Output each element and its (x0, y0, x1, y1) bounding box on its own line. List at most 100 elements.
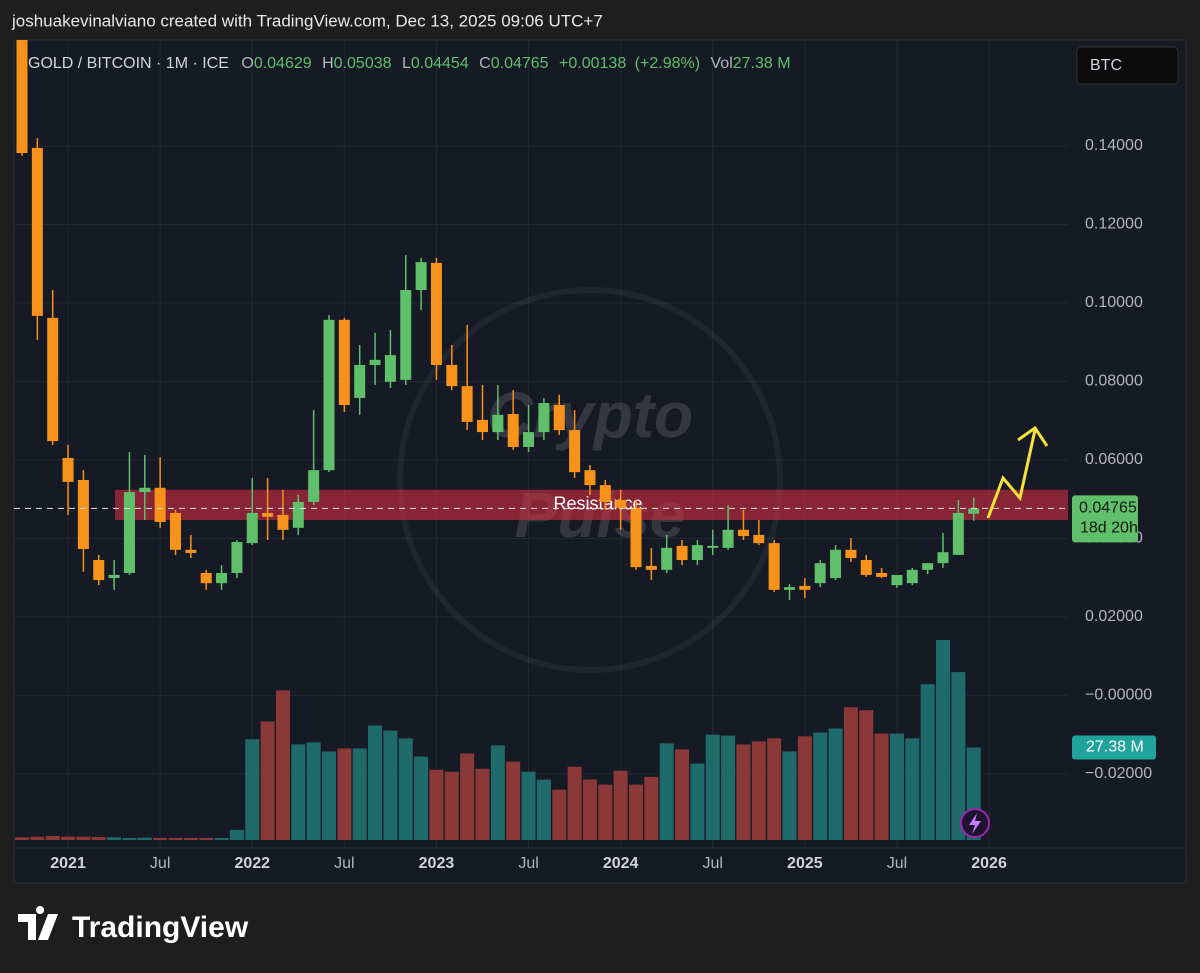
logo-text: TradingView (72, 911, 249, 944)
chart-panel (13, 39, 1187, 884)
volume-bar (767, 738, 782, 840)
currency-button[interactable] (1076, 46, 1179, 85)
volume-bar (30, 836, 45, 840)
ohlc-label: H (322, 55, 334, 72)
open-value: 0.04629 (254, 55, 312, 72)
volume-bar (352, 748, 367, 840)
forecast-arrow-head (1017, 425, 1049, 447)
candle-body (707, 545, 719, 548)
volume-bar (874, 733, 889, 840)
volume-bar (490, 745, 505, 840)
candle-body (599, 485, 611, 502)
candle-body (661, 547, 673, 570)
candle-body (308, 470, 320, 502)
volume-bar (675, 749, 690, 840)
volume-bar (91, 836, 106, 840)
volume-bar (122, 837, 137, 840)
candle-body (691, 545, 703, 561)
candle-body (231, 541, 243, 573)
y-tick-label: −0.00000 (1085, 687, 1152, 704)
candle-body (891, 574, 903, 586)
candle-body (93, 560, 105, 581)
resistance-label: Resistance (553, 494, 642, 514)
volume-bar (521, 771, 536, 840)
volume-bar (598, 784, 613, 840)
candle-body (569, 430, 581, 473)
volume-bar (828, 728, 843, 840)
volume-name: Vol (711, 55, 733, 72)
volume-bar (889, 733, 904, 840)
watermark-ring (397, 287, 783, 673)
volume-bar (582, 779, 597, 840)
candle-body (477, 419, 488, 433)
candle-body (507, 414, 519, 447)
volume-bar (920, 684, 935, 840)
volume-bar (690, 763, 705, 840)
candle-body (31, 147, 43, 316)
candle-body (860, 560, 872, 575)
candle-body (277, 514, 289, 530)
x-tick-label: 2026 (971, 855, 1007, 872)
volume-bar (644, 776, 659, 840)
high-value: 0.05038 (334, 55, 392, 72)
candle-body (492, 414, 504, 433)
volume-bar (797, 736, 812, 840)
volume-bar (506, 761, 521, 840)
candle-body (77, 479, 89, 550)
ohlc-label: L (402, 55, 411, 72)
candle-body (830, 549, 842, 579)
candle-body (523, 432, 535, 447)
candle-body (553, 405, 565, 431)
candle-body (845, 549, 857, 559)
close-value: 0.04765 (491, 55, 549, 72)
lightning-icon (969, 813, 981, 834)
volume-bar (444, 771, 459, 840)
volume-bar (721, 735, 736, 840)
price-tag-countdown: 18d 20h (1080, 520, 1138, 537)
x-tick-label: 2021 (50, 855, 86, 872)
legend-header: GOLD / BITCOIN · 1M · ICE O0.04629 H0.05… (28, 55, 791, 72)
candle-body (876, 572, 888, 577)
candle-body (292, 501, 304, 528)
y-tick-label: 0.10000 (1085, 294, 1143, 311)
volume-bar (76, 836, 91, 840)
volume-tag-value: 27.38 M (1086, 739, 1144, 756)
volume-bar (951, 672, 966, 840)
x-tick-label: 2024 (603, 855, 639, 872)
x-tick-label: 2025 (787, 855, 823, 872)
logo: TradingView (18, 906, 249, 944)
candle-body (615, 499, 627, 508)
change-pct: (+2.98%) (635, 55, 700, 72)
x-tick-label: Jul (150, 855, 170, 872)
volume-bar (475, 768, 490, 840)
candle-body (952, 512, 964, 555)
candle-body (430, 262, 442, 365)
y-tick-label: 0.14000 (1085, 137, 1143, 154)
x-tick-label: 2022 (234, 855, 270, 872)
volume-bar (168, 837, 183, 840)
candle-body (154, 487, 166, 522)
candle-body (262, 512, 274, 517)
volume-value: 27.38 M (733, 55, 791, 72)
volume-bar (275, 690, 290, 840)
ohlc-label: O (241, 55, 253, 72)
y-tick-label: 0.12000 (1085, 216, 1143, 233)
candle-body (123, 492, 135, 573)
x-tick-label: Jul (518, 855, 538, 872)
volume-bar (291, 744, 306, 840)
candle-body (323, 319, 335, 471)
candle-body (185, 549, 197, 553)
x-tick-label: Jul (887, 855, 907, 872)
y-tick-label: 0.08000 (1085, 373, 1143, 390)
candle-body (16, 40, 28, 154)
volume-bar (567, 766, 582, 840)
volume-bar (460, 753, 475, 840)
currency-label[interactable]: BTC (1090, 57, 1122, 74)
volume-bar (137, 837, 152, 840)
resistance-zone: Resistance (115, 489, 1068, 520)
candle-body (108, 574, 120, 579)
candle-body (384, 355, 396, 382)
candle-body (62, 457, 74, 482)
volume-bar (229, 829, 244, 840)
